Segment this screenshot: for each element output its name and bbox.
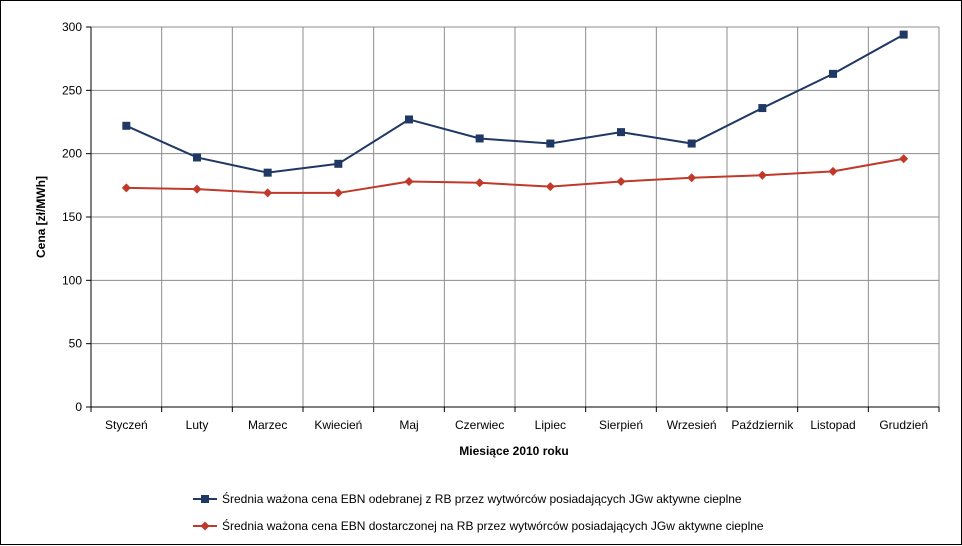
y-tick-label: 0 — [75, 400, 82, 414]
series-1-point — [829, 69, 837, 78]
series-1-point — [546, 139, 555, 148]
series-1-point — [758, 104, 767, 113]
y-axis-title: Cena [zł/MWh] — [34, 176, 48, 258]
series-1-point — [617, 128, 625, 137]
x-tick-label: Czerwiec — [455, 418, 504, 432]
series-1-line — [125, 33, 905, 174]
series-1-point — [193, 153, 201, 162]
legend: Średnia ważona cena EBN odebranej z RB p… — [193, 491, 764, 533]
y-tick-label: 250 — [62, 83, 82, 97]
legend-marker-square — [201, 495, 209, 503]
axes — [86, 26, 940, 412]
series-lines — [121, 30, 909, 198]
series-2-point — [687, 173, 697, 183]
series-1-point — [475, 134, 484, 143]
x-tick-label: Luty — [186, 418, 209, 432]
series-2-point — [899, 154, 909, 164]
x-tick-label: Październik — [731, 418, 794, 432]
grid-lines — [91, 26, 940, 407]
legend-entry-series-1: Średnia ważona cena EBN odebranej z RB p… — [193, 491, 742, 506]
x-tick-label: Sierpień — [599, 418, 643, 432]
series-2-point — [757, 170, 767, 180]
x-tick-label: Styczeń — [105, 418, 148, 432]
y-tick-label: 150 — [62, 210, 82, 224]
series-2-point — [263, 188, 273, 198]
series-1-point — [263, 168, 272, 177]
series-2-point — [616, 177, 626, 187]
series-1-point — [899, 30, 908, 39]
legend-marker-diamond — [200, 521, 210, 531]
series-1-point — [687, 139, 696, 148]
x-tick-label: Maj — [399, 418, 418, 432]
series-1-point — [405, 115, 413, 124]
series-2-point — [121, 183, 131, 193]
series-1-point — [122, 121, 131, 130]
series-2-point — [828, 166, 838, 176]
tick-labels: 0 50 100 150 200 250 300 Styczeń Luty Marzec Kwiec… — [62, 20, 928, 432]
y-tick-label: 300 — [62, 20, 82, 34]
series-2-point — [545, 182, 555, 192]
series-2-point — [192, 184, 202, 194]
series-2-line — [126, 157, 904, 194]
series-1-point — [334, 159, 343, 168]
legend-label-series-1: Średnia ważona cena EBN odebranej z RB p… — [222, 491, 742, 506]
series-2-point — [333, 188, 343, 198]
x-tick-label: Kwiecień — [314, 418, 362, 432]
series-2-point — [404, 177, 414, 187]
y-tick-label: 100 — [62, 273, 82, 287]
x-axis-title: Miesiące 2010 roku — [459, 444, 568, 458]
series-2-point — [475, 178, 485, 188]
x-tick-label: Marzec — [248, 418, 287, 432]
legend-entry-series-2: Średnia ważona cena EBN dostarczonej na … — [193, 518, 764, 533]
x-tick-label: Grudzień — [879, 418, 928, 432]
x-tick-label: Lipiec — [535, 418, 566, 432]
x-tick-label: Wrzesień — [667, 418, 717, 432]
y-tick-label: 50 — [69, 337, 83, 351]
y-tick-label: 200 — [62, 147, 82, 161]
legend-label-series-2: Średnia ważona cena EBN dostarczonej na … — [222, 518, 764, 533]
x-tick-label: Listopad — [810, 418, 855, 432]
